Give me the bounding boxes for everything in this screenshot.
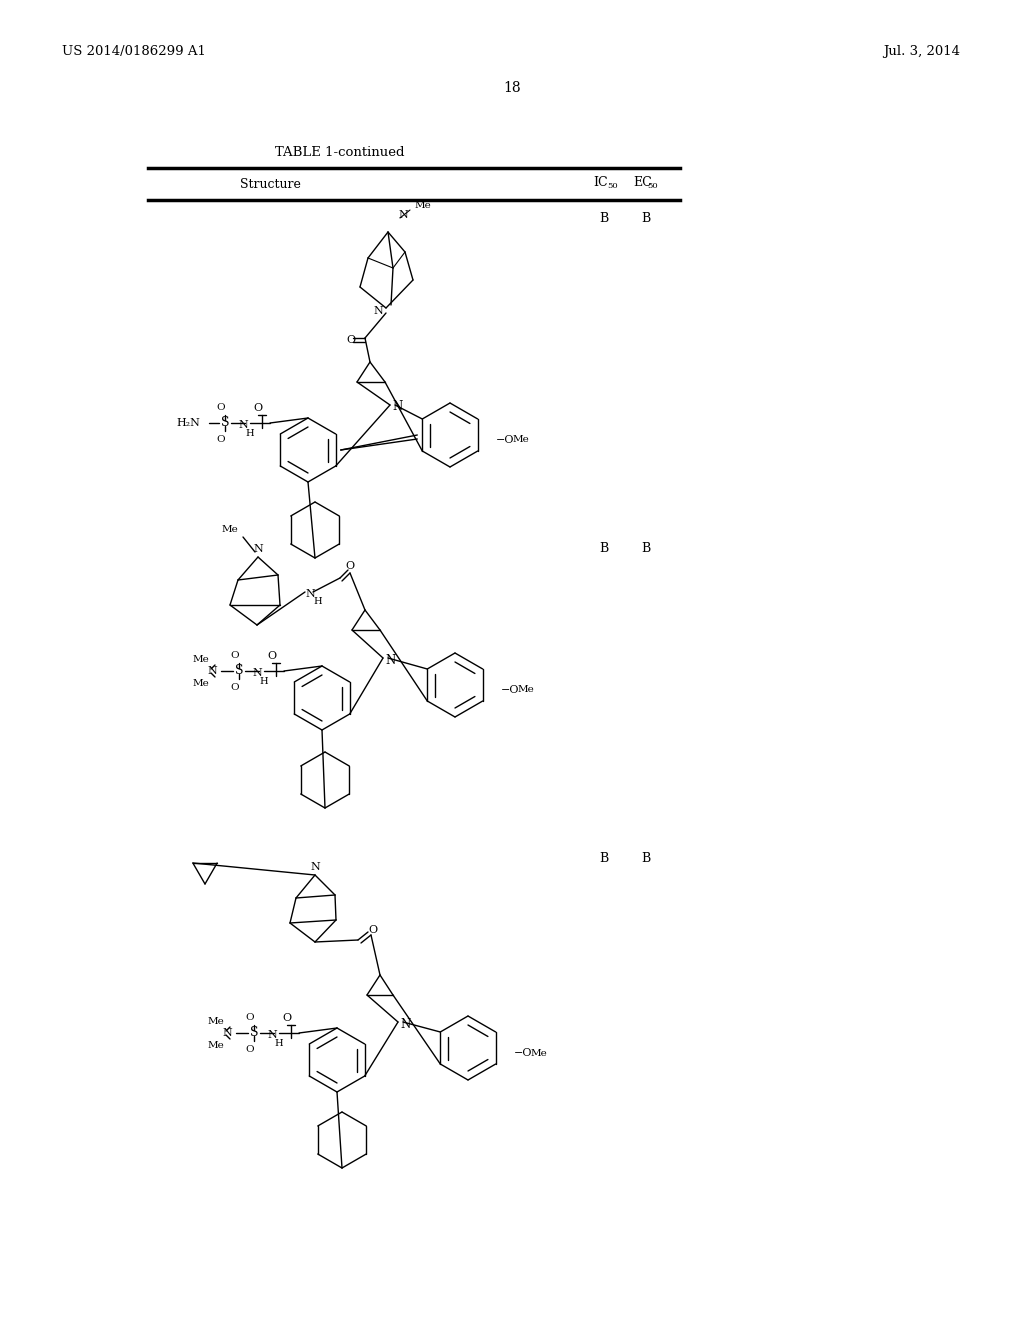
Text: S: S [221, 417, 229, 429]
Text: O: O [246, 1012, 254, 1022]
Text: N: N [222, 1028, 232, 1038]
Text: B: B [641, 541, 650, 554]
Text: EC: EC [633, 176, 651, 189]
Text: N: N [374, 306, 383, 315]
Text: H₂N: H₂N [176, 418, 200, 428]
Text: Me: Me [193, 678, 209, 688]
Text: H: H [313, 598, 322, 606]
Text: O: O [230, 682, 240, 692]
Text: O: O [345, 561, 354, 572]
Text: Me: Me [518, 685, 535, 694]
Text: B: B [599, 211, 608, 224]
Text: S: S [250, 1027, 258, 1040]
Text: Me: Me [415, 201, 432, 210]
Text: B: B [641, 851, 650, 865]
Text: 50: 50 [607, 182, 617, 190]
Text: N: N [207, 667, 217, 676]
Text: N: N [392, 400, 402, 413]
Text: Me: Me [193, 655, 209, 664]
Text: S: S [234, 664, 244, 677]
Text: N: N [253, 544, 263, 554]
Text: O: O [283, 1012, 292, 1023]
Text: US 2014/0186299 A1: US 2014/0186299 A1 [62, 45, 206, 58]
Text: IC: IC [593, 176, 607, 189]
Text: Structure: Structure [240, 178, 300, 191]
Text: O: O [246, 1044, 254, 1053]
Text: H: H [246, 429, 254, 437]
Text: O: O [369, 925, 378, 935]
Text: N: N [267, 1030, 278, 1040]
Text: O: O [346, 335, 355, 345]
Text: O: O [217, 403, 225, 412]
Text: B: B [599, 541, 608, 554]
Text: N: N [400, 1018, 411, 1031]
Text: N: N [252, 668, 262, 678]
Text: Me: Me [207, 1040, 224, 1049]
Text: O: O [253, 403, 262, 413]
Text: N: N [310, 862, 319, 873]
Text: N: N [305, 589, 314, 599]
Text: N: N [398, 210, 408, 220]
Text: B: B [599, 851, 608, 865]
Text: N: N [385, 653, 395, 667]
Text: B: B [641, 211, 650, 224]
Text: O: O [230, 651, 240, 660]
Text: N: N [239, 420, 248, 430]
Text: 18: 18 [503, 81, 521, 95]
Text: O: O [267, 651, 276, 661]
Text: −O: −O [501, 685, 519, 696]
Text: H: H [274, 1039, 283, 1048]
Text: Me: Me [221, 525, 238, 535]
Text: H: H [259, 676, 268, 685]
Text: 50: 50 [647, 182, 657, 190]
Text: Me: Me [513, 436, 529, 445]
Text: −O: −O [514, 1048, 532, 1059]
Text: O: O [217, 434, 225, 444]
Text: Jul. 3, 2014: Jul. 3, 2014 [883, 45, 961, 58]
Text: −O: −O [496, 436, 514, 445]
Text: Me: Me [531, 1048, 548, 1057]
Text: Me: Me [207, 1016, 224, 1026]
Text: TABLE 1-continued: TABLE 1-continued [275, 147, 404, 160]
